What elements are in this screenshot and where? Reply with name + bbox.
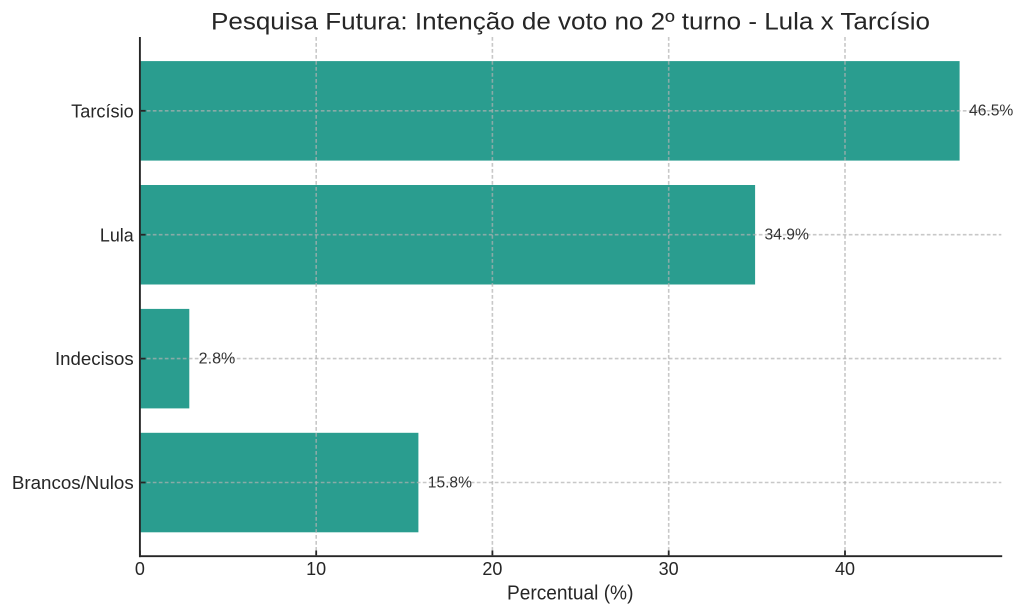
svg-text:20: 20 bbox=[482, 559, 502, 579]
svg-text:30: 30 bbox=[659, 559, 679, 579]
svg-text:15.8%: 15.8% bbox=[428, 474, 472, 491]
svg-text:0: 0 bbox=[135, 559, 145, 579]
svg-text:Percentual (%): Percentual (%) bbox=[507, 583, 634, 605]
svg-text:2.8%: 2.8% bbox=[199, 350, 236, 367]
svg-text:Indecisos: Indecisos bbox=[55, 349, 134, 369]
svg-text:Lula: Lula bbox=[100, 225, 135, 245]
svg-text:40: 40 bbox=[835, 559, 855, 579]
svg-text:Brancos/Nulos: Brancos/Nulos bbox=[12, 473, 134, 493]
svg-text:Tarcísio: Tarcísio bbox=[71, 101, 134, 121]
svg-text:Pesquisa Futura: Intenção de v: Pesquisa Futura: Intenção de voto no 2º … bbox=[211, 9, 930, 36]
svg-text:10: 10 bbox=[306, 559, 326, 579]
svg-text:34.9%: 34.9% bbox=[765, 227, 809, 244]
svg-text:46.5%: 46.5% bbox=[969, 103, 1013, 120]
